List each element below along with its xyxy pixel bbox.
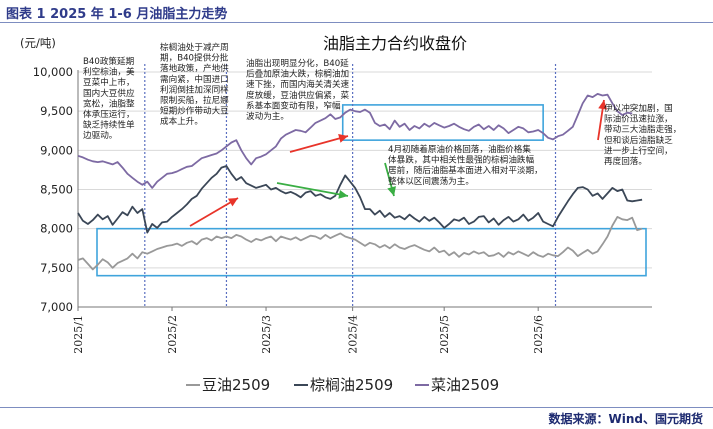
annotation-line: 带动三大油脂走强， [604,123,681,135]
legend-label-rape: 菜油2509 [431,376,499,394]
y-tick-label: 9,500 [40,104,73,118]
y-tick-label: 7,500 [40,261,73,275]
y-axis-unit: (元/吨) [20,36,56,50]
annotation-line: 后叠加原油大跌，棕榈油加 [246,68,349,80]
june-rise-arrow-head [598,100,608,110]
soy-range-box [96,227,647,277]
x-tick-label: 2025/6 [532,315,545,354]
annotation-line: 速下挫，而国内海关清关速 [246,78,350,90]
y-tick-label: 8,000 [40,222,73,236]
annotation-a5: 伊以冲突加剧，国际油价迅速拉涨，带动三大油脂走强，但和谈后油脂缺乏进一步上行空间… [604,102,681,167]
y-tick-label: 7,000 [40,300,73,314]
annotation-line: 整体以区间震荡为主。 [388,175,474,187]
annotation-a4: 4月初随着原油价格回落，油脂价格集体暴跌，其中相关性最强的棕榈油跌幅居前，随后油… [388,143,543,187]
y-tick-label: 9,000 [40,143,73,157]
annotation-line: 4月初随着原油价格回落，油脂价格集 [388,143,531,155]
annotation-line: 伊以冲突加剧，国 [604,102,673,114]
annotation-line: 需向紧，中国进口 [160,73,229,85]
annotation-line: 再度回落。 [604,155,647,167]
annotation-line: 豆菜中上市， [83,76,135,88]
april-drop-arrow-head [387,186,396,196]
annotation-line: 进一步上行空间， [604,144,673,156]
series-line-soy [77,216,643,271]
annotation-line: 成本上升。 [160,115,203,127]
annotation-line: 系基本面变动有限，窄幅 [246,99,341,111]
data-source: 数据来源：Wind、国元期货 [548,412,703,426]
annotation-line: 际油价迅速拉涨， [604,113,673,125]
series-line-palm [77,165,643,234]
x-tick-label: 2025/2 [166,315,179,354]
annotation-line: 利空棕油，美 [83,66,135,78]
annotation-line: 短期炒作带动大豆 [160,105,229,117]
top-rule [0,22,713,23]
legend-label-soy: 豆油2509 [202,376,270,394]
annotation-line: 棕榈油处于减产周 [160,41,229,53]
annotation-line: 期，B40提供分批 [160,52,229,64]
annotation-line: 国内大豆供应 [83,87,135,99]
annotation-line: 边驱动。 [83,130,117,141]
y-tick-label: 10,000 [33,65,73,79]
annotation-line: 度放缓，豆油供应偏紧，菜 [246,89,350,101]
chart-title: 油脂主力合约收盘价 [323,34,467,53]
palm-rise-arrow-head [227,198,238,207]
x-tick-label: 2025/5 [438,315,451,354]
annotation-line: B40政策延期 [83,55,134,67]
annotation-line: 利润倒挂加深同样 [160,83,229,95]
x-tick-label: 2025/3 [260,315,273,354]
bottom-rule [0,407,713,408]
palm-drop-arrow [276,182,349,197]
legend-label-palm: 棕榈油2509 [310,376,393,394]
annotation-line: 油脂出现明显分化，B40延 [246,57,349,69]
annotation-line: 宽松，油脂整 [83,97,135,109]
annotation-a2: 棕榈油处于减产周期，B40提供分批落地政策，产地供需向紧，中国进口利润倒挂加深同… [160,41,229,127]
rape-rise-arrow [289,135,349,153]
y-tick-label: 8,500 [40,183,73,197]
series-line-rape [77,93,633,189]
figure-caption: 图表 1 2025 年 1-6 月油脂主力走势 [6,7,228,22]
x-tick-label: 2025/4 [347,315,360,354]
annotation-a1: B40政策延期利空棕油，美豆菜中上市，国内大豆供应宽松，油脂整体承压运行，缺乏持… [83,55,135,141]
annotation-line: 但和谈后油脂缺乏 [604,134,673,146]
annotation-a3: 油脂出现明显分化，B40延后叠加原油大跌，棕榈油加速下挫，而国内海关清关速度放缓… [246,57,350,122]
annotation-line: 居前，随后油脂基本面进入相对平淡期， [388,164,543,176]
annotation-line: 波动为主。 [246,110,289,122]
annotation-line: 体暴跌，其中相关性最强的棕榈油跌幅 [388,154,535,166]
annotation-line: 体承压运行， [83,108,135,120]
rape-range-box [341,104,544,141]
annotation-line: 落地政策，产地供 [160,62,229,74]
annotation-line: 缺乏持续性单 [83,119,135,131]
palm-drop-arrow-head [338,189,348,199]
rape-rise-arrow-head [338,134,348,143]
palm-rise-arrow [189,197,239,227]
annotation-line: 限制买船，拉尼娜 [160,94,229,106]
x-tick-label: 2025/1 [72,315,85,354]
